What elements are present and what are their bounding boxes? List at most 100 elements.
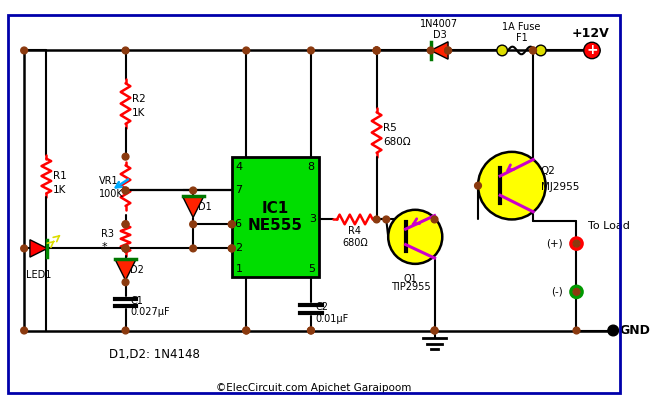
Text: 4: 4 — [235, 162, 242, 173]
Circle shape — [21, 327, 27, 334]
Circle shape — [122, 187, 129, 194]
Circle shape — [431, 327, 438, 334]
Circle shape — [307, 327, 315, 334]
Text: 6: 6 — [235, 219, 242, 229]
Circle shape — [497, 45, 508, 56]
Circle shape — [573, 288, 580, 295]
Text: +: + — [586, 44, 598, 58]
Text: D1,D2: 1N4148: D1,D2: 1N4148 — [109, 348, 200, 361]
Text: Q1: Q1 — [404, 273, 417, 284]
Text: 7: 7 — [235, 186, 242, 195]
Circle shape — [243, 327, 250, 334]
Circle shape — [122, 245, 129, 252]
Circle shape — [584, 42, 600, 59]
Circle shape — [474, 182, 482, 189]
Circle shape — [21, 47, 27, 54]
Circle shape — [243, 47, 250, 54]
Polygon shape — [30, 240, 47, 257]
Circle shape — [228, 221, 235, 228]
Text: 1K: 1K — [53, 184, 66, 195]
Text: 1N4007: 1N4007 — [421, 20, 458, 29]
Circle shape — [122, 153, 129, 160]
Text: R2: R2 — [133, 94, 146, 104]
Text: 100K: 100K — [99, 189, 124, 200]
Text: 1A Fuse: 1A Fuse — [502, 22, 541, 32]
Circle shape — [573, 240, 580, 247]
Circle shape — [307, 47, 315, 54]
Circle shape — [445, 47, 452, 54]
Text: +12V: +12V — [571, 27, 609, 40]
Circle shape — [530, 47, 536, 54]
Text: Q2: Q2 — [541, 166, 556, 176]
Text: (-): (-) — [551, 287, 563, 297]
Circle shape — [122, 245, 129, 252]
Text: D3: D3 — [432, 30, 447, 40]
Text: *: * — [101, 242, 107, 253]
Circle shape — [373, 47, 380, 54]
Circle shape — [373, 47, 380, 54]
Circle shape — [536, 45, 546, 56]
Circle shape — [190, 221, 196, 228]
Text: R3: R3 — [101, 229, 114, 239]
Text: D2: D2 — [131, 265, 144, 275]
Text: F1: F1 — [515, 33, 527, 43]
Text: R5: R5 — [384, 123, 397, 133]
FancyBboxPatch shape — [232, 157, 318, 277]
Circle shape — [530, 47, 536, 54]
Text: (+): (+) — [547, 239, 563, 248]
Circle shape — [383, 216, 389, 223]
Circle shape — [431, 216, 438, 223]
Polygon shape — [115, 259, 136, 280]
Circle shape — [122, 245, 129, 252]
Text: C2: C2 — [316, 302, 329, 313]
Text: 3: 3 — [309, 215, 316, 224]
Text: 2: 2 — [235, 244, 242, 253]
Text: C1: C1 — [131, 295, 143, 306]
Circle shape — [478, 152, 545, 220]
Circle shape — [427, 47, 434, 54]
Circle shape — [445, 47, 452, 54]
Text: 1: 1 — [235, 264, 242, 273]
Text: MJ2955: MJ2955 — [541, 182, 579, 192]
Circle shape — [228, 245, 235, 252]
Text: 8: 8 — [307, 162, 315, 173]
Text: TIP2955: TIP2955 — [391, 282, 430, 292]
Circle shape — [122, 221, 129, 228]
Text: 0.01μF: 0.01μF — [316, 314, 349, 324]
Circle shape — [122, 327, 129, 334]
Text: LED1: LED1 — [26, 270, 51, 279]
Text: ©ElecCircuit.com Apichet Garaipoom: ©ElecCircuit.com Apichet Garaipoom — [216, 384, 411, 393]
Circle shape — [228, 245, 235, 252]
Circle shape — [190, 187, 196, 194]
Circle shape — [373, 216, 380, 223]
Text: D1: D1 — [198, 202, 212, 212]
Circle shape — [388, 210, 442, 264]
Circle shape — [307, 327, 315, 334]
Circle shape — [122, 279, 129, 286]
Text: GND: GND — [619, 324, 650, 337]
Circle shape — [228, 221, 235, 228]
Text: R1: R1 — [53, 171, 67, 181]
Text: 680Ω: 680Ω — [342, 237, 368, 248]
Circle shape — [373, 47, 380, 54]
Circle shape — [608, 325, 619, 336]
Text: R4: R4 — [348, 226, 361, 236]
Circle shape — [570, 286, 583, 298]
Circle shape — [122, 245, 129, 252]
Circle shape — [431, 327, 438, 334]
Circle shape — [190, 245, 196, 252]
Circle shape — [122, 187, 129, 194]
Polygon shape — [431, 42, 448, 59]
Circle shape — [570, 237, 583, 250]
Text: To Load: To Load — [588, 221, 630, 231]
Circle shape — [243, 327, 250, 334]
Text: 680Ω: 680Ω — [384, 137, 411, 147]
Circle shape — [573, 327, 580, 334]
Circle shape — [122, 47, 129, 54]
Text: VR1: VR1 — [99, 176, 118, 186]
Text: IC1
NE555: IC1 NE555 — [248, 201, 303, 233]
Text: 5: 5 — [308, 264, 315, 273]
Text: 1K: 1K — [133, 108, 146, 118]
Circle shape — [373, 47, 380, 54]
Polygon shape — [183, 196, 203, 217]
